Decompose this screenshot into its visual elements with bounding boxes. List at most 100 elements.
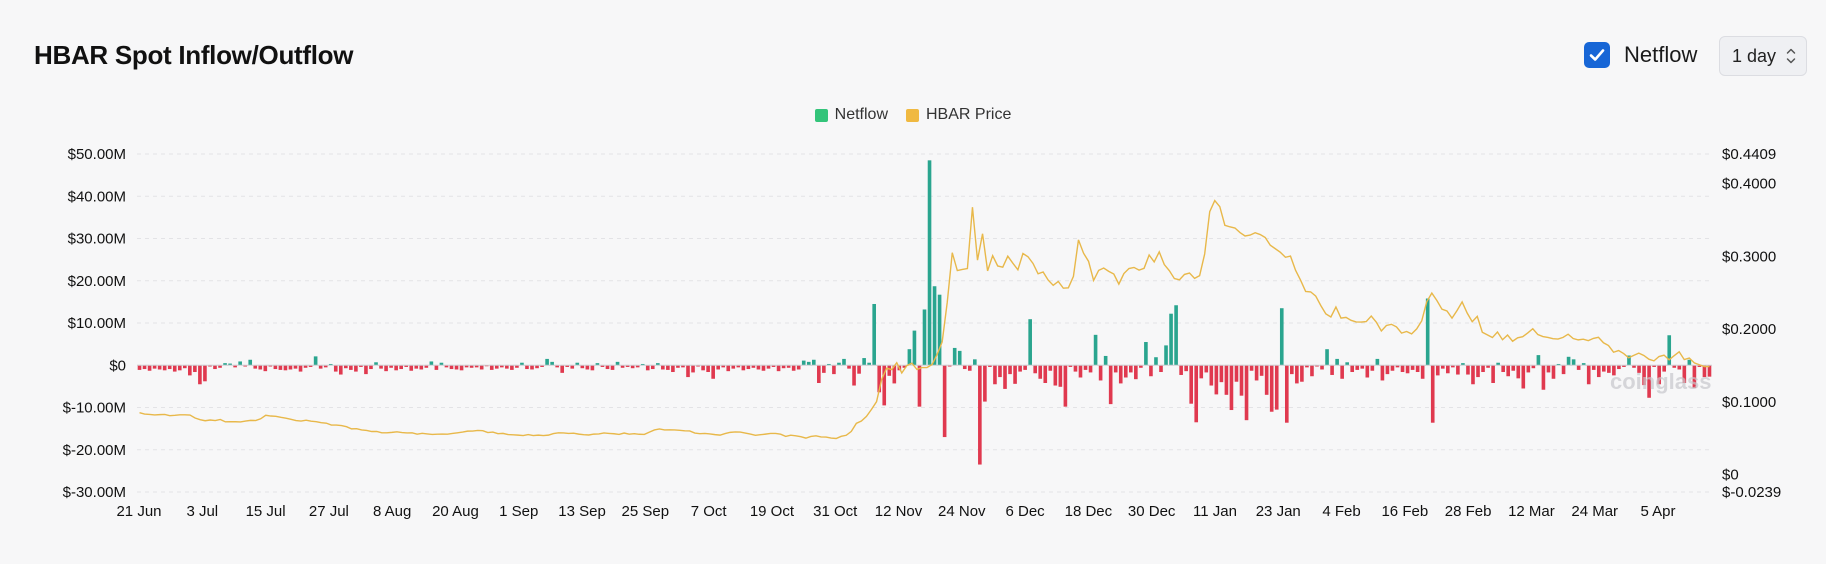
netflow-bar (1430, 365, 1435, 423)
netflow-bar (691, 365, 695, 373)
netflow-toggle[interactable]: Netflow (1584, 42, 1697, 68)
netflow-bar (218, 365, 222, 368)
chart-grid (137, 153, 1712, 493)
netflow-bar (650, 365, 655, 370)
netflow-bar (525, 365, 529, 370)
netflow-bar (1571, 359, 1576, 366)
netflow-bar (791, 365, 796, 371)
netflow-bar (479, 365, 484, 370)
netflow-bar (1154, 357, 1158, 366)
netflow-bar (837, 362, 841, 366)
watermark-text: coinglass (1610, 369, 1711, 394)
netflow-bar (1078, 365, 1083, 378)
netflow-bar (746, 365, 751, 370)
netflow-bar (1667, 335, 1672, 366)
netflow-bar (1415, 365, 1420, 373)
netflow-bar (796, 365, 801, 370)
netflow-bar (1174, 305, 1178, 366)
netflow-bar (1340, 365, 1344, 379)
netflow-bar (1254, 365, 1259, 381)
netflow-bar (1531, 365, 1536, 369)
netflow-bar (1149, 365, 1153, 377)
netflow-bar (424, 365, 429, 368)
netflow-bar (962, 365, 967, 370)
interval-select-value: 1 day (1732, 45, 1777, 66)
netflow-bar (258, 365, 263, 370)
netflow-bar (1561, 365, 1566, 375)
netflow-bar (1516, 365, 1521, 379)
netflow-bar (1169, 313, 1173, 366)
netflow-bar (570, 365, 575, 369)
netflow-bar (1410, 365, 1415, 370)
x-tick-label: 8 Aug (373, 503, 411, 520)
netflow-bar (1647, 365, 1651, 398)
netflow-bar (726, 365, 731, 372)
netflow-bar (590, 365, 595, 371)
netflow-bar (273, 365, 278, 370)
netflow-bar (912, 330, 917, 366)
netflow-bar (957, 350, 962, 366)
x-axis: 21 Jun 3 Jul 15 Jul 27 Jul 8 Aug 20 Aug 1 Sep 1… (116, 503, 1675, 520)
netflow-bar (374, 362, 378, 366)
netflow-bar (555, 365, 559, 368)
y-axis-right: $0.4409 $0.4000 $0.3000 $0.2000 $0.1000 $0$-0… (1722, 146, 1781, 501)
legend-item-netflow[interactable]: Netflow (814, 106, 888, 124)
netflow-bar (1013, 365, 1017, 384)
netflow-bar (1008, 365, 1012, 375)
netflow-bar (781, 365, 786, 369)
interval-select[interactable]: 1 day (1719, 36, 1807, 76)
netflow-bar (308, 365, 313, 367)
netflow-bar (1546, 365, 1551, 373)
y-right-tick-label: $0.2000 (1722, 321, 1776, 338)
netflow-bar (1345, 362, 1349, 366)
netflow-bar (1632, 365, 1636, 368)
netflow-bar (625, 365, 630, 367)
netflow-bar (947, 365, 952, 367)
x-tick-label: 24 Nov (938, 503, 986, 520)
netflow-bar (399, 365, 403, 370)
netflow-bar (193, 365, 197, 373)
netflow-bar (203, 365, 207, 382)
x-tick-label: 20 Aug (432, 503, 479, 520)
legend-swatch-netflow (814, 108, 828, 122)
y-left-tick-label: $20.00M (68, 273, 126, 290)
netflow-bar (1279, 308, 1284, 366)
netflow-bar (1682, 365, 1687, 383)
x-tick-label: 12 Nov (875, 503, 923, 520)
netflow-bar (1456, 365, 1460, 375)
netflow-bar (303, 365, 308, 368)
netflow-bar (857, 365, 861, 374)
netflow-bar (1164, 345, 1168, 366)
netflow-bar (1491, 365, 1495, 383)
netflow-bar (1310, 365, 1314, 377)
netflow-bar (142, 365, 147, 370)
netflow-bar (867, 362, 871, 366)
netflow-bar (1335, 358, 1339, 366)
netflow-bar (706, 365, 710, 373)
netflow-bar (1204, 365, 1209, 373)
netflow-bar (449, 365, 454, 370)
netflow-bar (1063, 365, 1068, 407)
netflow-bar (535, 365, 539, 369)
netflow-bar (842, 358, 846, 366)
netflow-bar (922, 309, 927, 366)
netflow-bar (907, 349, 912, 366)
netflow-bar (1033, 365, 1038, 374)
netflow-bar (1028, 319, 1032, 366)
netflow-bar (1395, 365, 1400, 368)
legend-item-price[interactable]: HBAR Price (906, 106, 1011, 124)
netflow-checkbox[interactable] (1584, 42, 1610, 68)
netflow-bar (1214, 365, 1219, 395)
netflow-bar (278, 365, 283, 370)
netflow-bar (1596, 365, 1601, 378)
netflow-bar (1400, 365, 1405, 373)
netflow-bar (349, 365, 353, 370)
netflow-bar (1657, 365, 1661, 385)
netflow-bars (137, 160, 1712, 465)
x-tick-label: 30 Dec (1128, 503, 1176, 520)
netflow-bar (338, 365, 343, 375)
netflow-bar (1576, 365, 1581, 370)
netflow-bar (419, 365, 424, 370)
netflow-bar (771, 365, 776, 367)
netflow-bar (550, 361, 554, 366)
